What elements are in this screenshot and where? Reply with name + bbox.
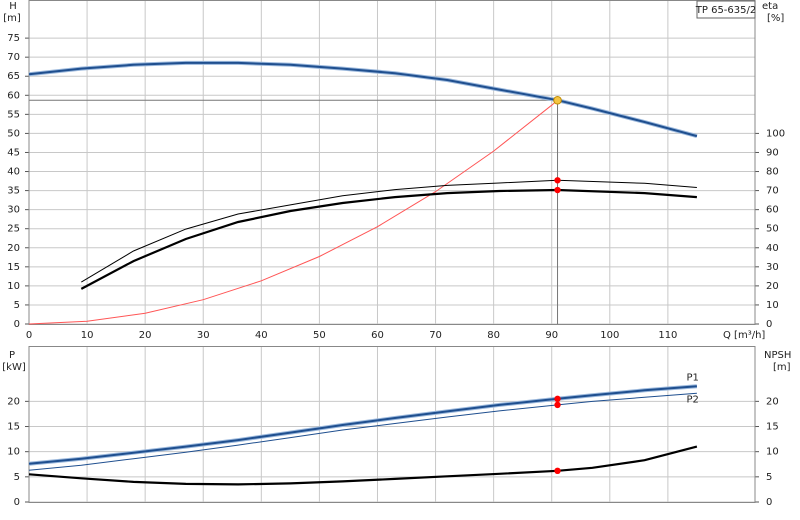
x-tick-label: 90: [545, 330, 558, 341]
y2-tick-label: 70: [766, 186, 779, 197]
data-line: [81, 179, 697, 283]
y-tick-label: 0: [14, 497, 20, 508]
x-tick-label: 20: [139, 330, 152, 341]
y2-tick-label: 100: [766, 128, 785, 139]
y-tick-label: 50: [7, 128, 20, 139]
y-tick-label: 20: [7, 396, 20, 407]
y2-tick-label: 0: [766, 319, 772, 330]
y2-tick-label: 10: [766, 447, 779, 458]
y-tick-label: 55: [7, 109, 20, 120]
y2-tick-label: 90: [766, 147, 779, 158]
y-axis-unit: [kW]: [2, 362, 26, 373]
y2-tick-label: 60: [766, 205, 779, 216]
y-tick-label: 60: [7, 90, 20, 101]
y-tick-label: 5: [14, 472, 20, 483]
series-label: P1: [687, 372, 699, 383]
x-tick-label: 40: [255, 330, 268, 341]
y2-tick-label: 80: [766, 167, 779, 178]
y2-tick-label: 20: [766, 396, 779, 407]
y2-tick-label: 15: [766, 422, 779, 433]
x-tick-label: 30: [197, 330, 210, 341]
data-line: [28, 385, 697, 465]
y2-axis-label: eta: [762, 1, 778, 12]
y2-axis-unit: [%]: [767, 13, 784, 24]
y2-tick-label: 0: [766, 497, 772, 508]
marker: [554, 395, 561, 403]
marker: [554, 186, 561, 194]
line-halo: [28, 60, 698, 139]
plot-frame: [28, 0, 756, 325]
y-tick-label: 15: [7, 422, 20, 433]
x-tick-label: 80: [487, 330, 500, 341]
data-line: [28, 99, 558, 325]
data-line: [28, 61, 698, 138]
y-tick-label: 45: [7, 147, 20, 158]
y-tick-label: 15: [7, 262, 20, 273]
x-tick-label: 10: [81, 330, 94, 341]
y2-axis-unit: [m]: [773, 362, 791, 373]
x-tick-label: 70: [429, 330, 442, 341]
x-axis-label: Q [m³/h]: [723, 330, 765, 341]
y-tick-label: 25: [7, 224, 20, 235]
data-line: [80, 188, 697, 290]
y2-tick-label: 30: [766, 262, 779, 273]
y-tick-label: 35: [7, 186, 20, 197]
y2-tick-label: 10: [766, 300, 779, 311]
title-box: [696, 0, 756, 19]
y-tick-label: 10: [7, 281, 20, 292]
data-line: [28, 392, 697, 471]
y-tick-label: 30: [7, 205, 20, 216]
y2-tick-label: 5: [766, 472, 772, 483]
x-tick-label: 100: [600, 330, 619, 341]
y-tick-label: 70: [7, 52, 20, 63]
y2-tick-label: 20: [766, 281, 779, 292]
x-tick-label: 60: [371, 330, 384, 341]
y-tick-label: 75: [7, 33, 20, 44]
marker: [554, 467, 561, 474]
y-tick-label: 5: [14, 300, 20, 311]
y2-axis-label: NPSH: [764, 350, 791, 361]
y-tick-label: 10: [7, 447, 20, 458]
y-tick-label: 65: [7, 71, 20, 82]
data-line: [28, 445, 698, 486]
y-tick-label: 20: [7, 243, 20, 254]
x-tick-label: 50: [313, 330, 326, 341]
duty-point: [553, 95, 562, 105]
x-tick-label: 110: [658, 330, 677, 341]
marker: [554, 177, 561, 184]
y2-tick-label: 50: [766, 224, 779, 235]
y-tick-label: 0: [14, 319, 20, 330]
plot-frame: [28, 346, 756, 503]
y-axis-label: P: [9, 350, 15, 361]
y-tick-label: 40: [7, 167, 20, 178]
chart-title: TP 65-635/2: [695, 5, 756, 16]
y2-tick-label: 40: [766, 243, 779, 254]
series-label: P2: [687, 394, 699, 405]
x-tick-label: 0: [26, 330, 32, 341]
y-axis-label: H: [9, 1, 17, 12]
marker: [554, 401, 561, 409]
y-axis-unit: [m]: [3, 13, 21, 24]
